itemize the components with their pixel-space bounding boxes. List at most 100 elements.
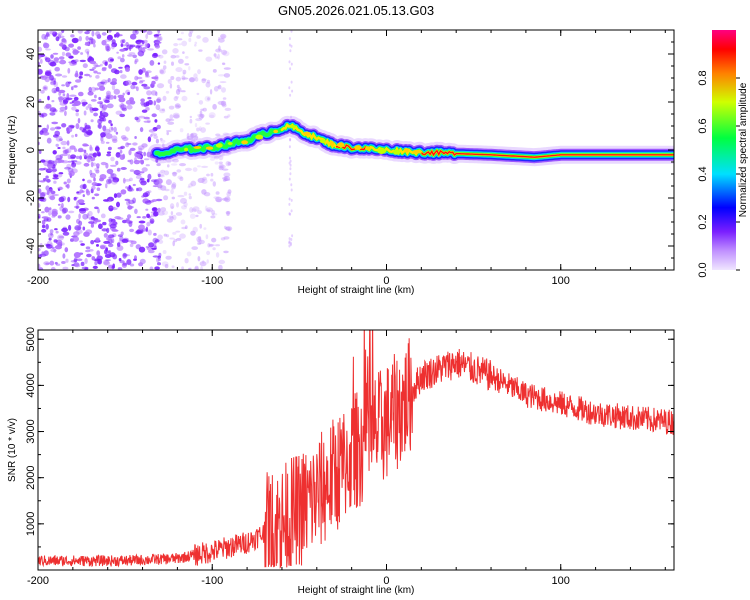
noise-speckle [147, 96, 152, 100]
noise-speckle [95, 75, 100, 79]
noise-speckle [155, 138, 159, 144]
noise-speckle [49, 195, 56, 201]
noise-speckle [74, 225, 82, 231]
noise-speckle [220, 237, 226, 241]
noise-speckle [289, 138, 292, 142]
noise-speckle [199, 223, 202, 229]
noise-speckle [179, 176, 184, 181]
noise-speckle [136, 76, 143, 80]
noise-speckle [73, 231, 80, 237]
noise-speckle [94, 87, 100, 91]
noise-speckle [190, 133, 194, 137]
noise-speckle [156, 124, 161, 130]
noise-speckle [180, 90, 186, 93]
noise-speckle [149, 60, 155, 66]
noise-speckle [189, 118, 193, 124]
noise-speckle [133, 159, 140, 165]
x-tick-label: 100 [552, 575, 570, 587]
noise-speckle [222, 97, 227, 100]
noise-speckle [186, 135, 194, 140]
signal-blob [377, 148, 387, 155]
noise-speckle [44, 76, 50, 83]
noise-speckle [97, 207, 100, 214]
noise-speckle [128, 221, 133, 227]
noise-speckle [290, 183, 293, 187]
noise-speckle [61, 242, 65, 246]
noise-speckle [43, 261, 50, 266]
noise-speckle [201, 78, 206, 84]
noise-speckle [38, 203, 41, 208]
noise-speckle [47, 232, 54, 239]
noise-speckle [214, 56, 219, 59]
noise-speckle [57, 234, 65, 241]
noise-speckle [218, 154, 224, 161]
noise-speckle [193, 135, 199, 141]
noise-speckle [130, 33, 137, 40]
noise-speckle [82, 63, 88, 69]
noise-speckle [77, 30, 83, 34]
noise-speckle [126, 104, 133, 110]
noise-speckle [87, 103, 92, 109]
noise-speckle [190, 133, 195, 139]
noise-speckle [129, 228, 135, 233]
noise-speckle [58, 56, 65, 60]
noise-speckle [225, 210, 231, 215]
noise-speckle [106, 178, 112, 185]
noise-speckle [223, 172, 231, 178]
noise-speckle [289, 163, 292, 167]
noise-speckle [108, 176, 115, 180]
noise-speckle [88, 153, 95, 157]
noise-speckle [60, 195, 67, 202]
noise-speckle [145, 226, 149, 233]
noise-speckle [76, 191, 80, 194]
noise-speckle [53, 81, 58, 88]
noise-speckle [204, 95, 211, 102]
noise-speckle [167, 164, 170, 168]
noise-speckle [137, 145, 145, 150]
noise-speckle [60, 140, 68, 146]
noise-speckle [154, 119, 158, 123]
noise-speckle [54, 261, 58, 265]
noise-speckle [290, 209, 293, 213]
noise-speckle [207, 243, 211, 248]
noise-speckle [107, 146, 112, 151]
noise-speckle [90, 86, 97, 92]
noise-speckle [127, 54, 133, 57]
noise-speckle [57, 203, 61, 206]
noise-speckle [215, 252, 220, 258]
noise-speckle [79, 189, 84, 194]
noise-speckle [205, 207, 213, 213]
noise-speckle [169, 203, 175, 210]
noise-speckle [223, 250, 229, 254]
noise-speckle [194, 44, 197, 47]
noise-speckle [120, 167, 127, 170]
noise-speckle [59, 59, 67, 65]
noise-speckle [132, 142, 138, 146]
noise-speckle [178, 43, 182, 46]
noise-speckle [225, 226, 233, 232]
noise-speckle [74, 59, 79, 63]
noise-speckle [157, 234, 163, 241]
noise-speckle [104, 61, 108, 66]
noise-speckle [117, 267, 123, 270]
noise-speckle [126, 186, 133, 192]
noise-speckle [156, 36, 162, 42]
noise-speckle [76, 258, 83, 262]
noise-speckle [157, 108, 164, 112]
noise-speckle [46, 137, 52, 144]
noise-speckle [138, 220, 146, 224]
noise-speckle [80, 243, 85, 246]
noise-speckle [109, 206, 116, 209]
noise-speckle [153, 135, 158, 139]
noise-speckle [93, 70, 98, 74]
noise-speckle [75, 109, 80, 112]
noise-speckle [52, 177, 59, 180]
noise-speckle [291, 234, 294, 238]
noise-speckle [41, 197, 47, 202]
noise-speckle [88, 75, 92, 78]
signal-blob [303, 131, 311, 136]
noise-speckle [82, 213, 89, 220]
noise-speckle [83, 149, 87, 153]
colorbar-tick-label: 0.2 [697, 214, 709, 229]
noise-speckle [77, 117, 81, 124]
